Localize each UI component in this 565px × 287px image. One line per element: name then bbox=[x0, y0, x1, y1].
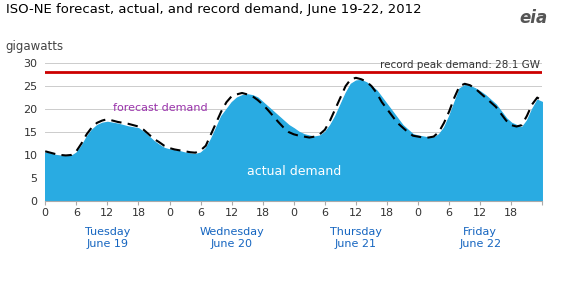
Text: Wednesday
June 20: Wednesday June 20 bbox=[199, 227, 264, 249]
Text: actual demand: actual demand bbox=[247, 164, 341, 178]
Text: gigawatts: gigawatts bbox=[6, 40, 64, 53]
Text: ISO-NE forecast, actual, and record demand, June 19-22, 2012: ISO-NE forecast, actual, and record dema… bbox=[6, 3, 421, 16]
Text: forecast demand: forecast demand bbox=[112, 103, 207, 113]
Text: Friday
June 22: Friday June 22 bbox=[459, 227, 501, 249]
Text: Thursday
June 21: Thursday June 21 bbox=[330, 227, 382, 249]
Text: eia: eia bbox=[520, 9, 548, 27]
Text: Tuesday
June 19: Tuesday June 19 bbox=[85, 227, 130, 249]
Text: record peak demand: 28.1 GW: record peak demand: 28.1 GW bbox=[380, 60, 540, 69]
